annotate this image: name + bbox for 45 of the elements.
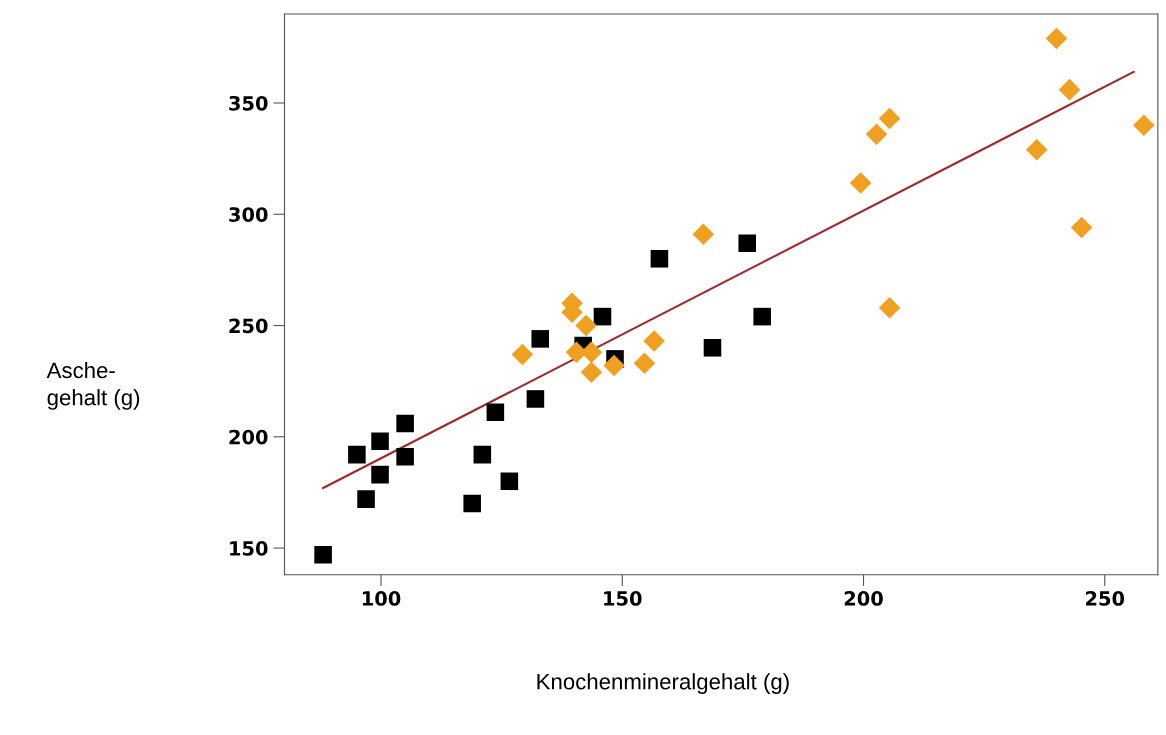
point bbox=[511, 343, 534, 366]
point bbox=[531, 330, 550, 348]
point bbox=[1058, 78, 1081, 101]
y-tick-label: 350 bbox=[229, 95, 268, 111]
point bbox=[357, 490, 375, 508]
x-tick-label: 150 bbox=[604, 591, 642, 606]
point bbox=[348, 445, 366, 464]
y-axis-title: Asche- gehalt (g) bbox=[46, 361, 140, 410]
point bbox=[753, 307, 771, 326]
point bbox=[486, 403, 505, 422]
point bbox=[692, 223, 715, 246]
y-tick-label: 200 bbox=[229, 429, 268, 445]
x-tick-label: 250 bbox=[1086, 591, 1125, 606]
point bbox=[371, 465, 389, 484]
point bbox=[878, 296, 901, 319]
point bbox=[738, 234, 757, 252]
point bbox=[633, 352, 656, 375]
point bbox=[878, 107, 901, 130]
point bbox=[1045, 27, 1068, 50]
point bbox=[473, 445, 492, 464]
point bbox=[865, 123, 888, 145]
point bbox=[650, 249, 669, 268]
x-tick-label: 200 bbox=[844, 591, 883, 606]
point bbox=[643, 330, 665, 352]
y-tick-label: 250 bbox=[229, 318, 268, 334]
point bbox=[396, 448, 414, 466]
point bbox=[703, 338, 722, 357]
point bbox=[1133, 114, 1155, 136]
point bbox=[603, 354, 625, 377]
point bbox=[849, 172, 872, 194]
point bbox=[1070, 216, 1093, 239]
x-tick-label: 100 bbox=[362, 591, 401, 606]
point bbox=[1025, 138, 1048, 161]
point bbox=[371, 432, 389, 451]
point bbox=[575, 314, 597, 337]
y-tick-label: 300 bbox=[229, 207, 268, 222]
point bbox=[500, 472, 519, 491]
point bbox=[526, 390, 545, 408]
point bbox=[463, 494, 481, 513]
point bbox=[593, 307, 612, 326]
point bbox=[580, 361, 603, 384]
y-tick-label: 150 bbox=[230, 541, 268, 556]
point bbox=[314, 545, 332, 564]
point bbox=[396, 414, 414, 433]
x-axis-title: Knochenmineralgehalt (g) bbox=[537, 673, 789, 694]
